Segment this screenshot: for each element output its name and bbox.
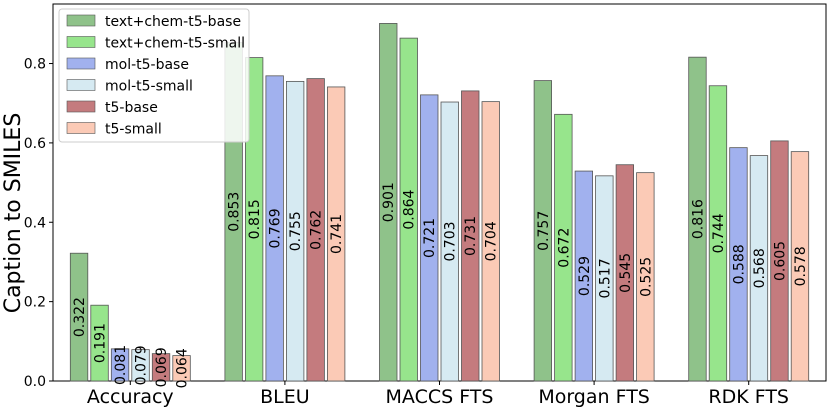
legend: text+chem-t5-base text+chem-t5-small mol-t…	[58, 8, 250, 143]
legend-swatch	[66, 79, 96, 91]
bar-value-label: 0.864	[402, 189, 418, 229]
bar-text+chem-t5-base-morgan-fts	[533, 80, 552, 382]
bar-mol-t5-base-accuracy	[110, 348, 130, 382]
y-tick-label: 0.0	[24, 374, 46, 390]
x-category-label: MACCS FTS	[386, 386, 494, 408]
bar-t5-base-maccs-fts	[461, 90, 480, 382]
legend-swatch	[66, 14, 96, 27]
bar-value-label: 0.901	[381, 182, 397, 222]
bar-value-label: 0.588	[731, 244, 747, 284]
x-category-label: Accuracy	[87, 386, 174, 408]
bar-t5-base-accuracy	[151, 353, 171, 382]
bar-value-label: 0.064	[175, 348, 191, 388]
bar-value-label: 0.744	[711, 213, 727, 253]
bar-text+chem-t5-small-accuracy	[90, 304, 109, 382]
bar-t5-base-bleu	[306, 78, 325, 382]
bar-value-label: 0.517	[597, 258, 613, 298]
axes: 0.0 0.2 0.4 0.6 0.8 Accuracy BLEU MACCS FTS Morg…	[24, 3, 827, 408]
bar-text+chem-t5-base-maccs-fts	[379, 23, 398, 382]
y-tick-label: 0.4	[24, 215, 46, 231]
bar-value-label: 0.529	[577, 256, 593, 296]
bar-mol-t5-small-bleu	[285, 80, 305, 382]
bar-text+chem-t5-base-accuracy	[69, 252, 89, 382]
bar-value-label: 0.769	[268, 208, 284, 248]
bar-mol-t5-small-morgan-fts	[595, 175, 614, 382]
bar-value-label: 0.525	[638, 257, 654, 297]
bar-value-label: 0.081	[113, 345, 129, 385]
y-tick-label: 0.6	[24, 136, 46, 152]
bar-mol-t5-base-bleu	[265, 75, 284, 382]
bar-value-label: 0.322	[72, 297, 88, 337]
bar-text+chem-t5-small-morgan-fts	[554, 113, 573, 382]
x-category-label: RDK FTS	[708, 386, 789, 408]
legend-label: mol-t5-small	[105, 79, 193, 95]
bar-t5-small-morgan-fts	[636, 172, 655, 382]
bar-t5-small-bleu	[326, 86, 346, 382]
y-tick-label: 0.2	[24, 295, 46, 311]
bar-value-label: 0.815	[247, 199, 263, 239]
legend-label: t5-small	[105, 122, 162, 138]
bar-value-label: 0.191	[93, 323, 109, 363]
bar-text+chem-t5-small-rdk-fts	[708, 85, 728, 382]
bar-t5-small-maccs-fts	[481, 101, 500, 382]
legend-box	[58, 8, 250, 143]
bar-t5-base-rdk-fts	[770, 140, 789, 382]
x-category-label: BLEU	[260, 386, 310, 408]
legend-swatch	[66, 36, 96, 48]
y-tick-label: 0.8	[24, 57, 46, 73]
bar-t5-base-morgan-fts	[615, 164, 634, 382]
legend-swatch	[66, 100, 96, 113]
bar-mol-t5-small-maccs-fts	[440, 101, 459, 382]
bar-mol-t5-base-maccs-fts	[420, 94, 439, 382]
bar-mol-t5-base-rdk-fts	[729, 147, 748, 382]
bar-text+chem-t5-base-rdk-fts	[688, 56, 707, 382]
legend-label: text+chem-t5-base	[105, 14, 241, 30]
bar-value-label: 0.741	[329, 214, 345, 254]
bar-value-label: 0.853	[227, 192, 243, 232]
bar-value-label: 0.672	[556, 228, 572, 268]
bar-value-label: 0.568	[752, 248, 768, 288]
legend-swatch	[66, 122, 96, 134]
x-category-label: Morgan FTS	[538, 386, 650, 408]
bar-value-label: 0.545	[618, 253, 634, 293]
y-axis-title: Caption to SMILES	[1, 113, 26, 314]
bar-value-label: 0.578	[793, 246, 809, 286]
legend-swatch	[66, 57, 96, 70]
bar-value-label: 0.755	[288, 211, 304, 251]
bar-mol-t5-small-rdk-fts	[749, 155, 769, 382]
bar-value-label: 0.757	[536, 211, 552, 251]
legend-label: text+chem-t5-small	[105, 36, 245, 52]
legend-label: t5-base	[105, 100, 158, 116]
bar-value-label: 0.721	[422, 218, 438, 258]
legend-label: mol-t5-base	[105, 57, 189, 73]
bar-value-label: 0.605	[772, 241, 788, 281]
bar-value-label: 0.731	[463, 216, 479, 256]
bar-text+chem-t5-small-maccs-fts	[399, 37, 418, 382]
bar-mol-t5-small-accuracy	[131, 349, 150, 382]
bar-value-label: 0.069	[154, 347, 170, 387]
bar-value-label: 0.762	[309, 210, 325, 250]
bar-t5-small-rdk-fts	[790, 151, 810, 382]
bar-t5-small-accuracy	[172, 355, 191, 382]
bar-mol-t5-base-morgan-fts	[574, 170, 593, 382]
bar-value-label: 0.816	[690, 199, 706, 239]
bar-value-label: 0.704	[484, 221, 500, 261]
bar-value-label: 0.703	[443, 221, 459, 261]
bar-text+chem-t5-small-bleu	[244, 57, 264, 382]
bar-value-label: 0.079	[134, 345, 150, 385]
